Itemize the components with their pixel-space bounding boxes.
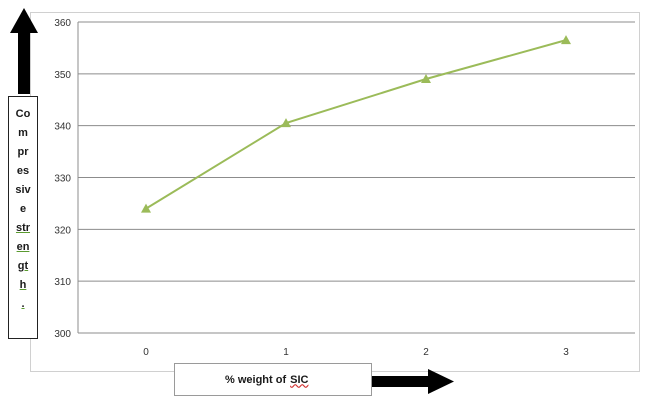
- y-axis-label-chunk: m: [18, 127, 28, 139]
- x-tick-label: 3: [563, 347, 569, 358]
- data-point-marker: [281, 118, 291, 128]
- y-arrow-head: [10, 8, 38, 33]
- x-axis-label-sic: SIC: [290, 373, 309, 386]
- x-tick-label: 2: [423, 347, 429, 358]
- y-axis-label-chunk: es: [16, 165, 30, 177]
- y-axis-label-chunk: gt: [17, 260, 29, 272]
- y-tick-label: 310: [54, 277, 71, 288]
- y-axis-label-chunk: str: [15, 222, 31, 234]
- x-axis-label-text: % weight of: [225, 373, 287, 386]
- y-axis-label-chunk: .: [21, 298, 25, 310]
- y-arrow-shaft: [18, 32, 30, 94]
- y-tick-label: 350: [54, 70, 71, 81]
- gridlines: [77, 21, 635, 334]
- y-tick-label: 330: [54, 174, 71, 185]
- axis-arrows: [10, 8, 454, 394]
- y-tick-label: 360: [54, 18, 71, 29]
- y-axis-label: Co m pr es siv e str en gt h.: [8, 96, 38, 339]
- series-polyline: [145, 39, 567, 210]
- y-tick-label: 340: [54, 122, 71, 133]
- series-line: [141, 35, 571, 213]
- y-axis-label-chunk: e: [19, 203, 27, 215]
- data-point-marker: [561, 35, 571, 45]
- y-axis-label-chunk: pr: [17, 146, 29, 158]
- x-arrow-shaft: [336, 376, 430, 387]
- x-arrow-head: [428, 369, 454, 394]
- y-axis-label-chunk: en: [16, 241, 30, 253]
- data-point-marker: [141, 203, 151, 213]
- x-tick-label: 0: [143, 347, 149, 358]
- x-axis-ticks: 0 1 2 3: [143, 347, 569, 358]
- y-axis-label-chunk: h: [19, 279, 27, 291]
- y-tick-label: 320: [54, 225, 71, 236]
- data-point-marker: [421, 74, 431, 84]
- x-axis-label: % weight of SIC: [174, 363, 372, 396]
- y-axis-ticks: 300 310 320 330 340 350 360: [54, 18, 71, 340]
- y-axis-label-chunk: Co: [15, 108, 31, 120]
- y-tick-label: 300: [54, 329, 71, 340]
- y-axis-label-chunk: siv: [15, 184, 31, 196]
- x-tick-label: 1: [283, 347, 289, 358]
